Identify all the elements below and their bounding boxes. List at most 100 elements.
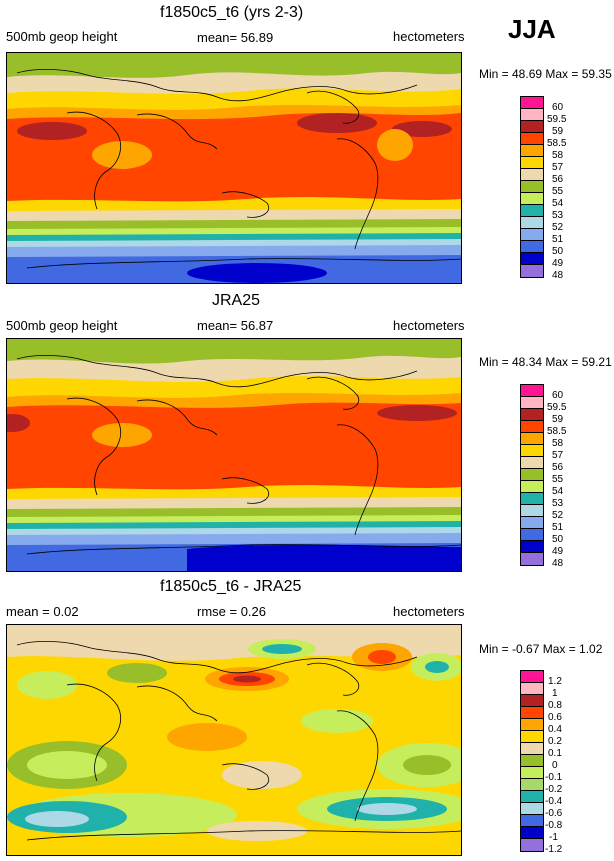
panel2-colorbar xyxy=(520,384,544,566)
panel3-swatch xyxy=(521,779,543,791)
panel1-swatch xyxy=(521,217,543,229)
panel3-tick-label: -0.2 xyxy=(545,784,563,795)
panel2-swatch xyxy=(521,469,543,481)
season-label: JJA xyxy=(508,14,556,44)
panel2-title: JRA25 xyxy=(212,292,261,309)
panel1-map xyxy=(6,52,462,284)
panel3-swatch xyxy=(521,827,543,839)
panel1-swatch xyxy=(521,97,543,109)
panel1-tick-label: 48 xyxy=(552,270,564,281)
panel3-swatch xyxy=(521,815,543,827)
panel3-map xyxy=(6,624,462,856)
panel2-tick-label: 48 xyxy=(552,558,564,569)
panel3-tick-label: 0.1 xyxy=(548,748,562,759)
panel3-tick-label: 0 xyxy=(552,760,558,771)
panel3-tick-label: 1.2 xyxy=(548,676,562,687)
panel3-swatch xyxy=(521,683,543,695)
panel1-tick-label: 60 xyxy=(552,102,564,113)
panel2-swatch xyxy=(521,385,543,397)
panel1-mean-label: mean= 56.89 xyxy=(197,30,274,45)
panel1-colorbar xyxy=(520,96,544,278)
panel3-tick-label: 0.4 xyxy=(548,724,562,735)
panel3-swatch xyxy=(521,695,543,707)
panel1-tick-label: 59 xyxy=(552,126,564,137)
panel2-swatch xyxy=(521,433,543,445)
panel2-tick-label: 60 xyxy=(552,390,564,401)
panel1-tick-label: 53 xyxy=(552,210,564,221)
panel3-swatch xyxy=(521,767,543,779)
panel2-minmax-label: Min = 48.34 Max = 59.21 xyxy=(479,355,612,369)
panel1-swatch xyxy=(521,193,543,205)
panel2-tick-label: 58 xyxy=(552,438,564,449)
panel2-tick-label: 59.5 xyxy=(547,402,567,413)
panel3-rmse-label: rmse = 0.26 xyxy=(197,604,267,619)
panel2-swatch xyxy=(521,541,543,553)
panel1-tick-label: 50 xyxy=(552,246,564,257)
panel1-minmax-label: Min = 48.69 Max = 59.35 xyxy=(479,67,612,81)
panel1-swatch xyxy=(521,229,543,241)
panel3-swatch xyxy=(521,803,543,815)
panel3-map-svg xyxy=(7,625,461,855)
panel2-tick-label: 56 xyxy=(552,462,564,473)
panel1-tick-label: 55 xyxy=(552,186,564,197)
panel1-tick-label: 58.5 xyxy=(547,138,567,149)
panel2-tick-label: 49 xyxy=(552,546,564,557)
panel2-swatch xyxy=(521,457,543,469)
panel1-tick-label: 57 xyxy=(552,162,564,173)
panel1-title: f1850c5_t6 (yrs 2-3) xyxy=(160,4,304,21)
panel1-tick-label: 52 xyxy=(552,222,564,233)
panel2-tick-label: 55 xyxy=(552,474,564,485)
panel1-tick-label: 58 xyxy=(552,150,564,161)
panel2-swatch xyxy=(521,505,543,517)
panel3-swatch xyxy=(521,791,543,803)
panel3-tick-label: -1.2 xyxy=(545,844,563,855)
panel3-minmax-label: Min = -0.67 Max = 1.02 xyxy=(479,642,603,656)
panel1-swatch xyxy=(521,253,543,265)
panel1-variable-label: 500mb geop height xyxy=(6,29,118,44)
panel2-tick-label: 57 xyxy=(552,450,564,461)
panel3-swatch xyxy=(521,671,543,683)
panel2-swatch xyxy=(521,529,543,541)
panel3-swatch xyxy=(521,719,543,731)
panel2-swatch xyxy=(521,481,543,493)
panel2-tick-label: 51 xyxy=(552,522,564,533)
panel3-tick-label: -0.4 xyxy=(545,796,563,807)
panel3-tick-label: 0.8 xyxy=(548,700,562,711)
panel2-tick-label: 54 xyxy=(552,486,564,497)
panel1-map-svg xyxy=(7,53,461,283)
panel2-swatch xyxy=(521,445,543,457)
panel1-units-label: hectometers xyxy=(393,29,465,44)
panel2-variable-label: 500mb geop height xyxy=(6,318,118,333)
panel2-swatch xyxy=(521,493,543,505)
panel3-colorbar xyxy=(520,670,544,852)
panel2-map xyxy=(6,338,462,572)
panel2-swatch xyxy=(521,517,543,529)
panel3-tick-label: -0.1 xyxy=(545,772,563,783)
panel3-units-label: hectometers xyxy=(393,604,465,619)
panel3-swatch xyxy=(521,755,543,767)
panel2-map-svg xyxy=(7,339,461,571)
panel2-units-label: hectometers xyxy=(393,318,465,333)
panel3-tick-label: -0.6 xyxy=(545,808,563,819)
panel2-tick-label: 50 xyxy=(552,534,564,545)
panel1-tick-label: 49 xyxy=(552,258,564,269)
panel1-swatch xyxy=(521,145,543,157)
panel3-tick-label: 0.6 xyxy=(548,712,562,723)
panel1-tick-label: 59.5 xyxy=(547,114,567,125)
panel2-tick-label: 52 xyxy=(552,510,564,521)
panel1-swatch xyxy=(521,265,543,277)
panel2-tick-label: 59 xyxy=(552,414,564,425)
panel3-title: f1850c5_t6 - JRA25 xyxy=(160,578,302,595)
panel1-tick-label: 56 xyxy=(552,174,564,185)
panel1-swatch xyxy=(521,109,543,121)
panel1-swatch xyxy=(521,133,543,145)
panel3-mean-label: mean = 0.02 xyxy=(6,604,79,619)
panel1-swatch xyxy=(521,121,543,133)
panel3-tick-label: 0.2 xyxy=(548,736,562,747)
panel1-swatch xyxy=(521,157,543,169)
panel3-tick-label: -0.8 xyxy=(545,820,563,831)
panel1-swatch xyxy=(521,205,543,217)
panel2-swatch xyxy=(521,409,543,421)
panel3-swatch xyxy=(521,839,543,851)
panel2-tick-label: 53 xyxy=(552,498,564,509)
